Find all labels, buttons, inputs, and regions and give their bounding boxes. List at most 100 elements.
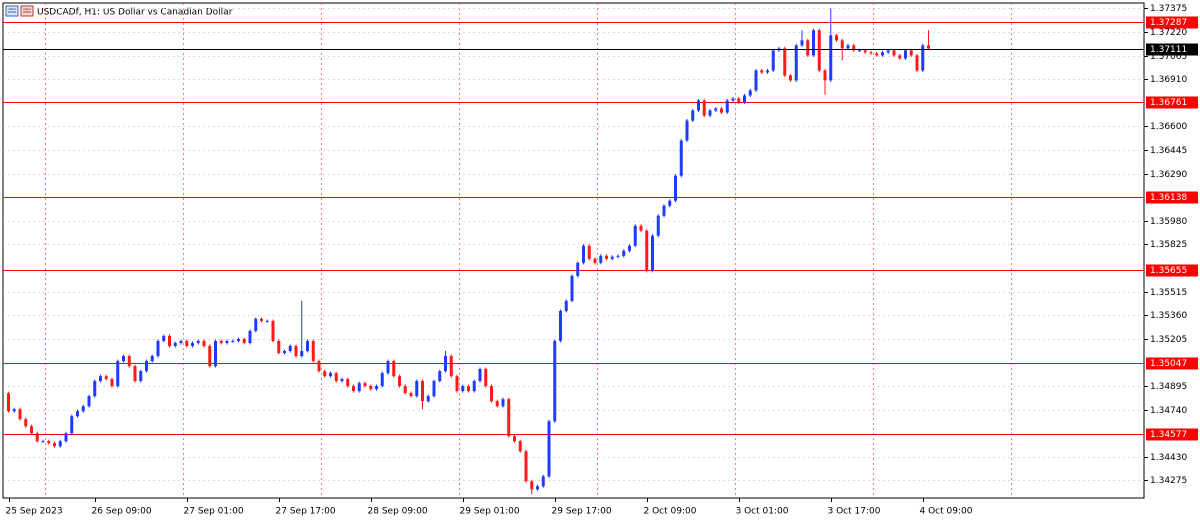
candle-body	[812, 30, 815, 56]
candle-body	[334, 373, 338, 382]
current-price-label: 1.37111	[1150, 45, 1187, 55]
candle-body	[564, 300, 568, 311]
price-level-label: 1.36761	[1150, 98, 1187, 108]
candle-body	[317, 361, 321, 372]
candle-body	[110, 379, 114, 387]
candle-body	[794, 45, 798, 81]
candle-body	[737, 98, 741, 103]
candle-body	[691, 110, 695, 121]
candle-body	[863, 50, 867, 53]
candle-body	[196, 340, 200, 343]
candle-body	[340, 379, 344, 382]
y-tick-label: 1.34275	[1150, 476, 1187, 486]
candle-body	[835, 35, 838, 41]
candle-body	[858, 50, 861, 52]
candle-body	[576, 262, 580, 276]
x-tick-label: 27 Sep 17:00	[276, 507, 336, 517]
candle-body	[553, 340, 557, 422]
candle-body	[904, 50, 907, 59]
candle-body	[743, 95, 746, 103]
x-tick-label: 29 Sep 17:00	[552, 507, 612, 517]
candle-body	[645, 230, 649, 271]
candle-body	[7, 393, 10, 412]
price-level-tag	[1146, 16, 1198, 29]
current-price-tag	[1146, 43, 1198, 56]
price-level-tag	[1146, 191, 1198, 204]
chart-title: USDCADf, H1: US Dollar vs Canadian Dolla…	[37, 8, 233, 18]
candle-body	[12, 409, 16, 412]
candle-body	[593, 258, 597, 263]
candle-body	[725, 100, 729, 113]
candle-body	[679, 140, 683, 176]
candle-body	[369, 386, 373, 390]
candle-body	[185, 340, 189, 346]
price-level-label: 1.37287	[1150, 18, 1187, 28]
price-level-tag	[1146, 264, 1198, 277]
candle-body	[81, 406, 85, 412]
candle-body	[622, 250, 626, 256]
candle-body	[41, 441, 45, 443]
candle-body	[248, 330, 252, 343]
price-level-tag	[1146, 428, 1198, 441]
candle-body	[139, 371, 143, 382]
candle-body	[731, 98, 735, 101]
candle-body	[168, 335, 171, 346]
candle-body	[927, 45, 930, 49]
candle-body	[283, 351, 286, 354]
candle-body	[559, 310, 562, 341]
x-tick-label: 29 Sep 01:00	[460, 507, 520, 517]
price-level-label: 1.35655	[1150, 266, 1187, 276]
candle-body	[852, 45, 856, 51]
y-tick-label: 1.34740	[1150, 406, 1187, 416]
chart-icon	[5, 5, 34, 17]
candle-body	[697, 100, 700, 111]
candle-body	[472, 381, 476, 392]
candle-body	[766, 70, 769, 73]
candle-body	[720, 108, 723, 113]
candle-body	[53, 443, 56, 447]
plot-frame	[2, 2, 1145, 499]
candle-body	[760, 70, 764, 73]
candle-body	[398, 376, 401, 387]
y-tick-label: 1.36600	[1150, 122, 1187, 132]
candle-body	[162, 335, 166, 341]
candle-body	[214, 340, 217, 367]
candle-body	[409, 393, 413, 397]
candle-body	[507, 399, 511, 437]
candle-body	[898, 55, 902, 59]
candle-body	[104, 376, 108, 380]
candle-body	[702, 100, 706, 116]
candle-body	[754, 70, 758, 91]
candle-body	[294, 345, 298, 357]
candle-body	[633, 225, 637, 246]
candle-body	[145, 361, 148, 372]
candle-body	[656, 215, 660, 236]
candle-body	[99, 376, 102, 382]
candle-body	[892, 50, 896, 56]
price-level-label: 1.36138	[1150, 193, 1187, 203]
price-level-tag	[1146, 357, 1198, 370]
candle-body	[610, 256, 614, 259]
y-tick-label: 1.36445	[1150, 146, 1187, 156]
candle-body	[789, 75, 792, 81]
y-tick-label: 1.35515	[1150, 288, 1187, 298]
candle-body	[271, 321, 275, 341]
candle-body	[432, 381, 436, 397]
candle-body	[346, 379, 350, 387]
candle-body	[921, 45, 925, 71]
candle-body	[70, 416, 74, 434]
candle-body	[191, 342, 194, 346]
candle-body	[536, 486, 539, 490]
candle-body	[817, 30, 821, 71]
candle-body	[375, 386, 378, 390]
candle-body	[541, 476, 545, 487]
y-tick-label: 1.35205	[1150, 335, 1187, 345]
candle-body	[116, 361, 120, 387]
candle-body	[518, 441, 522, 452]
candle-body	[47, 441, 51, 444]
candle-body	[225, 340, 229, 343]
candle-body	[484, 368, 488, 387]
candle-body	[35, 433, 39, 442]
candle-body	[708, 110, 712, 116]
candle-body	[363, 383, 367, 387]
